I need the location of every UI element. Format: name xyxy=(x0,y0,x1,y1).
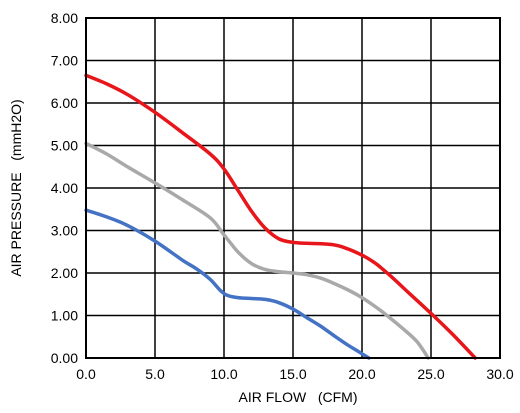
x-tick-label: 15.0 xyxy=(279,366,306,382)
y-tick-label: 2.00 xyxy=(51,265,78,281)
y-tick-label: 8.00 xyxy=(51,10,78,26)
x-tick-label: 20.0 xyxy=(348,366,375,382)
y-tick-label: 7.00 xyxy=(51,53,78,69)
grid xyxy=(85,17,501,359)
x-tick-label: 30.0 xyxy=(486,366,513,382)
series-line-1 xyxy=(84,73,477,360)
x-tick-labels: 0.0 5.0 10.0 15.0 20.0 25.0 30.0 xyxy=(76,366,514,382)
series-line-3 xyxy=(84,208,371,360)
x-tick-label: 25.0 xyxy=(417,366,444,382)
y-tick-label: 4.00 xyxy=(51,180,78,196)
y-tick-label: 1.00 xyxy=(51,308,78,324)
y-axis-label: AIR PRESSURE (mmH2O) xyxy=(8,99,24,276)
series-layer xyxy=(84,73,477,360)
x-tick-label: 5.0 xyxy=(145,366,165,382)
series-line-2 xyxy=(84,141,430,360)
plot-frame xyxy=(85,17,501,359)
x-tick-label: 10.0 xyxy=(210,366,237,382)
y-tick-label: 6.00 xyxy=(51,95,78,111)
x-tick-label: 0.0 xyxy=(76,366,96,382)
x-axis-label: AIR FLOW (CFM) xyxy=(239,389,358,405)
y-tick-labels: 0.00 1.00 2.00 3.00 4.00 5.00 6.00 7.00 8.00 xyxy=(51,10,78,366)
y-tick-label: 3.00 xyxy=(51,223,78,239)
y-tick-label: 5.00 xyxy=(51,138,78,154)
y-tick-label: 0.00 xyxy=(51,350,78,366)
